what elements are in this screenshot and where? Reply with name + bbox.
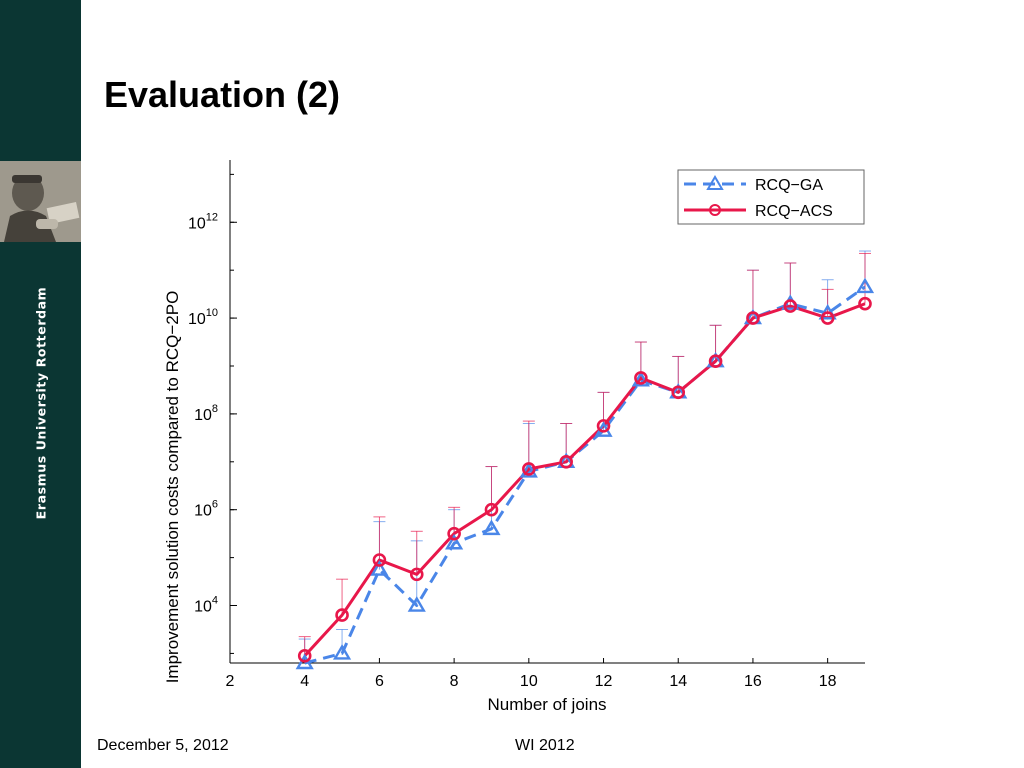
data-point-circle [409, 567, 424, 582]
x-tick-label: 14 [669, 673, 687, 690]
erasmus-portrait-icon [0, 161, 81, 242]
legend-marker-circle [709, 204, 721, 216]
data-point-triangle [332, 644, 352, 660]
data-point-triangle [519, 461, 538, 478]
data-point-triangle [445, 533, 464, 550]
x-tick-label: 4 [300, 673, 309, 690]
data-point-triangle [482, 519, 501, 536]
y-tick-label: 1012 [188, 211, 218, 232]
data-point-triangle [370, 560, 389, 576]
legend-label: RCQ−ACS [755, 203, 833, 220]
y-axis-label: Improvement solution costs compared to R… [163, 291, 182, 684]
x-tick-label: 18 [819, 673, 837, 690]
data-point-circle [671, 385, 686, 400]
x-tick-label: 12 [595, 673, 613, 690]
x-tick-label: 10 [520, 673, 538, 690]
series-line-rcq-ga [304, 285, 866, 665]
x-tick-label: 2 [226, 673, 235, 690]
data-point-circle [708, 354, 723, 368]
y-tick-label: 108 [194, 403, 218, 424]
data-point-circle [372, 553, 387, 567]
data-point-circle [783, 299, 798, 313]
y-tick-label: 104 [194, 595, 218, 616]
data-point-circle [858, 296, 872, 311]
data-point-circle [634, 371, 648, 385]
data-point-circle [596, 419, 611, 433]
data-point-triangle [407, 596, 426, 612]
legend-label: RCQ−GA [755, 177, 823, 194]
x-tick-label: 16 [744, 673, 762, 690]
data-point-circle [447, 526, 461, 541]
footer-event: WI 2012 [515, 737, 575, 754]
slide-title: Evaluation (2) [104, 74, 341, 115]
data-point-circle [820, 311, 835, 325]
y-tick-label: 106 [194, 499, 218, 520]
university-name: Erasmus University Rotterdam [33, 286, 49, 520]
data-point-circle [335, 608, 349, 622]
data-point-circle [559, 454, 573, 469]
data-point-triangle [855, 277, 875, 294]
chart-legend: RCQ−GA RCQ−ACS [677, 169, 865, 225]
legend-marker-triangle [706, 175, 724, 190]
data-point-circle [484, 502, 499, 517]
x-tick-label: 6 [375, 673, 384, 690]
x-tick-label: 8 [450, 673, 459, 690]
y-tick-label: 1010 [188, 307, 218, 328]
series-line-rcq-acs [303, 302, 866, 657]
legend-box [677, 169, 865, 225]
data-point-triangle [631, 370, 650, 387]
data-point-circle [522, 462, 536, 476]
sidebar: Erasmus University Rotterdam [0, 0, 81, 768]
data-point-triangle [295, 653, 314, 670]
footer-date: December 5, 2012 [97, 737, 229, 754]
data-point-circle [297, 649, 312, 663]
data-point-circle [746, 311, 760, 325]
x-axis-label: Number of joins [487, 695, 606, 714]
